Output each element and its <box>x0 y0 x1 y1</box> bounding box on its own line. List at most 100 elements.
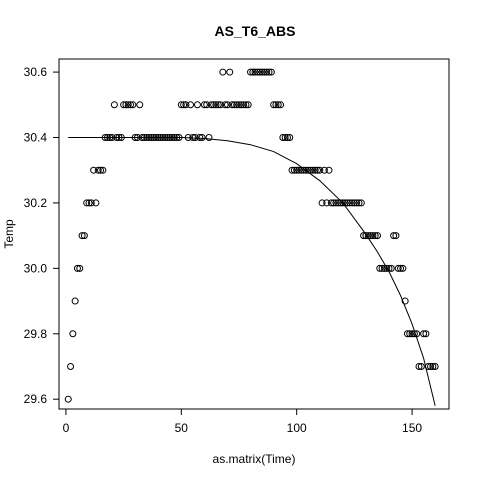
x-tick-label: 50 <box>175 421 189 435</box>
data-point <box>283 134 291 141</box>
data-point <box>203 101 211 109</box>
data-point <box>274 101 282 109</box>
data-point <box>390 232 398 240</box>
data-point <box>364 232 372 240</box>
data-point <box>71 297 79 305</box>
x-tick-label: 0 <box>63 421 70 435</box>
data-point <box>129 101 137 109</box>
data-point <box>173 134 181 141</box>
data-point <box>230 101 238 109</box>
data-point <box>64 395 72 403</box>
data-point <box>281 134 289 141</box>
data-point <box>272 101 280 109</box>
plot-area: 0 50 100 150 29.6 29.8 30.0 30.2 30.4 30.6 <box>24 65 439 435</box>
data-point <box>424 362 432 370</box>
chart-title: AS_T6_ABS <box>215 23 296 39</box>
y-tick-label: 30.0 <box>24 261 48 275</box>
data-point <box>200 101 208 109</box>
data-point <box>205 134 213 141</box>
data-point <box>221 101 229 109</box>
data-point <box>360 232 368 240</box>
data-point <box>307 166 315 174</box>
data-point <box>376 264 384 272</box>
data-point <box>122 101 130 109</box>
data-point <box>279 134 287 141</box>
data-point <box>373 232 381 240</box>
data-point <box>133 134 141 141</box>
data-point <box>170 134 178 141</box>
data-point <box>124 101 132 109</box>
data-point <box>302 166 310 174</box>
data-point <box>431 362 439 370</box>
data-point <box>159 134 167 141</box>
y-tick-label: 29.8 <box>24 327 48 341</box>
data-point <box>293 166 301 174</box>
data-point <box>237 101 245 109</box>
data-point <box>67 362 75 370</box>
data-point <box>318 199 326 207</box>
data-point <box>256 68 264 76</box>
data-point <box>115 134 123 141</box>
data-point <box>85 199 93 207</box>
data-point <box>401 297 409 305</box>
data-point <box>127 101 135 109</box>
data-point <box>226 68 234 76</box>
data-point <box>422 330 430 338</box>
data-point <box>145 134 153 141</box>
data-point <box>383 264 391 272</box>
data-point <box>429 362 437 370</box>
data-point <box>103 134 111 141</box>
x-tick-label: 150 <box>402 421 422 435</box>
data-point <box>371 232 379 240</box>
data-point <box>313 166 321 174</box>
data-point <box>87 199 95 207</box>
data-point <box>270 101 278 109</box>
data-point <box>249 68 257 76</box>
data-point <box>152 134 160 141</box>
data-point <box>353 199 361 207</box>
data-point <box>415 362 423 370</box>
data-point <box>207 101 215 109</box>
data-point <box>387 264 395 272</box>
data-point <box>191 134 199 141</box>
data-point <box>380 264 388 272</box>
data-point <box>348 199 356 207</box>
data-point <box>297 166 305 174</box>
data-point <box>350 199 358 207</box>
data-point <box>399 264 407 272</box>
data-point <box>101 134 109 141</box>
data-point <box>97 166 105 174</box>
data-point <box>330 199 338 207</box>
data-point <box>113 134 121 141</box>
data-point <box>140 134 148 141</box>
data-point <box>233 101 241 109</box>
data-point <box>161 134 169 141</box>
data-point <box>73 264 81 272</box>
data-point <box>154 134 162 141</box>
data-point <box>147 134 155 141</box>
data-point <box>346 199 354 207</box>
plot-frame <box>58 58 450 410</box>
data-point <box>80 232 88 240</box>
data-point <box>217 101 225 109</box>
data-point <box>295 166 303 174</box>
data-point <box>131 134 139 141</box>
y-tick-label: 29.6 <box>24 392 48 406</box>
data-point <box>184 134 192 141</box>
data-point <box>357 199 365 207</box>
data-point <box>263 68 271 76</box>
data-point <box>378 264 386 272</box>
data-point <box>337 199 345 207</box>
data-point <box>327 199 335 207</box>
data-point <box>320 166 328 174</box>
data-point <box>214 101 222 109</box>
data-point <box>260 68 268 76</box>
data-point <box>392 232 400 240</box>
data-point <box>258 68 266 76</box>
data-point <box>69 330 77 338</box>
data-point <box>277 101 285 109</box>
data-point <box>341 199 349 207</box>
data-point <box>369 232 377 240</box>
data-point <box>417 362 425 370</box>
